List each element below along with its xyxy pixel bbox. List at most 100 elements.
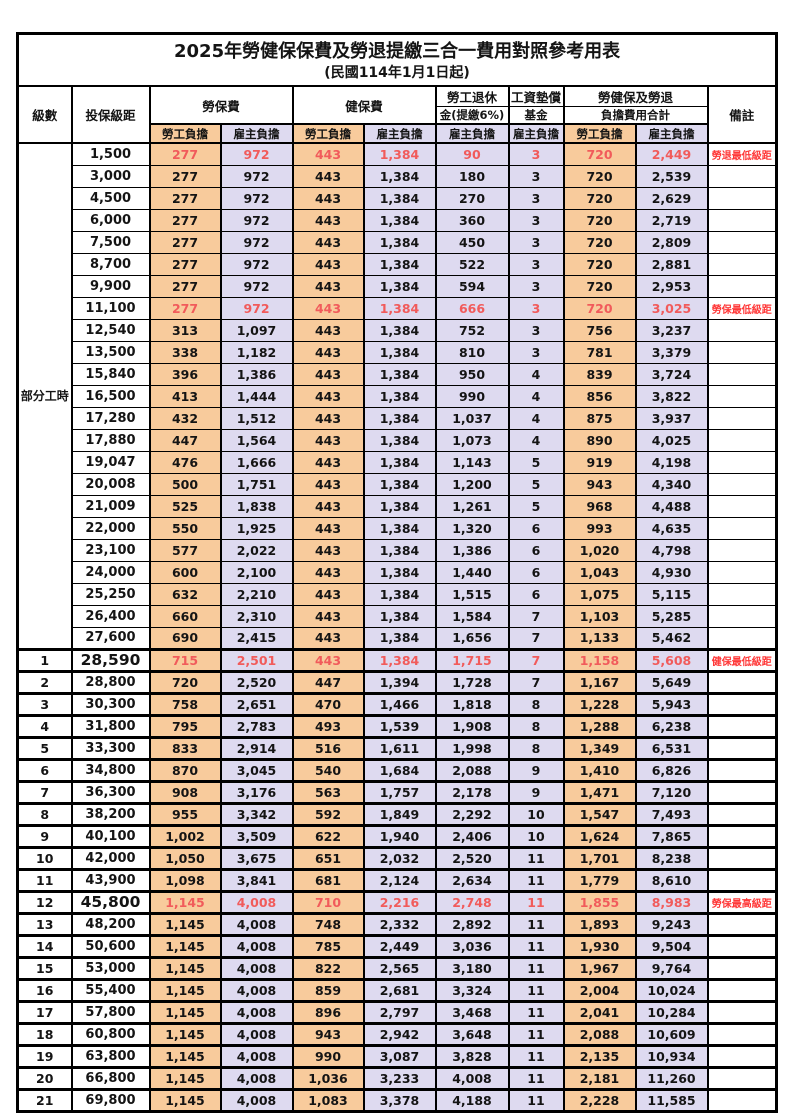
remark-cell	[706, 977, 778, 1003]
table-row: 7,500 277 972 443 1,384 450 3 720 2,809	[18, 230, 778, 254]
hi-employee-cell: 443	[291, 274, 365, 298]
remark-cell	[706, 582, 778, 606]
wage-fund-cell: 7	[507, 647, 565, 673]
pension-cell: 90	[434, 142, 510, 166]
li-employee-cell: 577	[148, 538, 222, 562]
remark-cell	[706, 823, 778, 849]
li-employee-cell: 660	[148, 604, 222, 628]
pension-cell: 1,037	[434, 406, 510, 430]
total-employee-cell: 720	[562, 296, 637, 320]
li-employee-cell: 277	[148, 274, 222, 298]
total-employer-cell: 4,488	[634, 494, 709, 518]
table-row: 8,700 277 972 443 1,384 522 3 720 2,881	[18, 252, 778, 276]
wage-fund-cell: 4	[507, 406, 565, 430]
hi-employer-cell: 1,466	[362, 691, 437, 717]
total-employer-cell: 3,379	[634, 340, 709, 364]
total-employer-cell: 5,462	[634, 626, 709, 650]
hi-employee-cell: 785	[291, 933, 365, 959]
remark-cell	[706, 1087, 778, 1113]
grade-cell: 21	[16, 1087, 73, 1113]
pension-cell: 3,828	[434, 1043, 510, 1069]
li-employer-cell: 3,176	[219, 779, 294, 805]
li-employee-cell: 1,145	[148, 1065, 222, 1091]
wage-fund-cell: 7	[507, 626, 565, 650]
li-employer-cell: 972	[219, 252, 294, 276]
pension-cell: 2,634	[434, 867, 510, 893]
grade-cell: 6	[16, 757, 73, 783]
bracket-cell: 3,000	[70, 164, 151, 188]
header-li-employer: 雇主負擔	[219, 123, 294, 144]
grade-cell: 2	[16, 669, 73, 695]
grade-cell: 15	[16, 955, 73, 981]
li-employee-cell: 1,145	[148, 1021, 222, 1047]
pension-cell: 752	[434, 318, 510, 342]
hi-employee-cell: 563	[291, 779, 365, 805]
bracket-cell: 21,009	[70, 494, 151, 518]
total-employee-cell: 1,930	[562, 933, 637, 959]
hi-employer-cell: 1,384	[362, 626, 437, 650]
li-employee-cell: 396	[148, 362, 222, 386]
table-row: 7 36,300 908 3,176 563 1,757 2,178 9 1,471 7,120	[16, 779, 778, 805]
pension-cell: 1,656	[434, 626, 510, 650]
pension-cell: 360	[434, 208, 510, 232]
hi-employee-cell: 443	[291, 208, 365, 232]
pension-cell: 2,178	[434, 779, 510, 805]
remark-cell	[706, 274, 778, 298]
total-employee-cell: 1,020	[562, 538, 637, 562]
hi-employee-cell: 443	[291, 318, 365, 342]
total-employee-cell: 1,410	[562, 757, 637, 783]
hi-employee-cell: 592	[291, 801, 365, 827]
total-employer-cell: 8,983	[634, 889, 709, 915]
li-employer-cell: 972	[219, 274, 294, 298]
remark-cell	[706, 801, 778, 827]
bracket-cell: 60,800	[70, 1021, 151, 1047]
total-employee-cell: 1,158	[562, 647, 637, 673]
bracket-cell: 6,000	[70, 208, 151, 232]
hi-employee-cell: 710	[291, 889, 365, 915]
hi-employer-cell: 1,384	[362, 142, 437, 166]
total-employer-cell: 9,504	[634, 933, 709, 959]
li-employer-cell: 2,520	[219, 669, 294, 695]
hi-employer-cell: 2,942	[362, 1021, 437, 1047]
bracket-cell: 48,200	[70, 911, 151, 937]
wage-fund-cell: 5	[507, 494, 565, 518]
remark-cell	[706, 713, 778, 739]
grade-cell: 14	[16, 933, 73, 959]
wage-fund-cell: 11	[507, 845, 565, 871]
table-row: 17,280 432 1,512 443 1,384 1,037 4 875 3,937	[18, 406, 778, 430]
table-row: 11 43,900 1,098 3,841 681 2,124 2,634 11 1,779 8,…	[16, 867, 778, 893]
hi-employer-cell: 1,384	[362, 406, 437, 430]
bracket-cell: 63,800	[70, 1043, 151, 1069]
total-employee-cell: 890	[562, 428, 637, 452]
remark-cell: 勞保最低級距	[706, 296, 778, 320]
bracket-cell: 19,047	[70, 450, 151, 474]
li-employer-cell: 1,512	[219, 406, 294, 430]
wage-fund-cell: 11	[507, 977, 565, 1003]
li-employer-cell: 2,914	[219, 735, 294, 761]
total-employee-cell: 1,624	[562, 823, 637, 849]
remark-cell: 勞退最低級距	[706, 142, 778, 166]
bracket-cell: 28,800	[70, 669, 151, 695]
hi-employee-cell: 943	[291, 1021, 365, 1047]
li-employee-cell: 632	[148, 582, 222, 606]
hi-employer-cell: 2,216	[362, 889, 437, 915]
li-employer-cell: 1,444	[219, 384, 294, 408]
pension-cell: 1,998	[434, 735, 510, 761]
total-employer-cell: 4,798	[634, 538, 709, 562]
pension-cell: 2,520	[434, 845, 510, 871]
table-row: 21 69,800 1,145 4,008 1,083 3,378 4,188 11 2,228…	[16, 1087, 778, 1113]
table-row: 6 34,800 870 3,045 540 1,684 2,088 9 1,410 6,826	[16, 757, 778, 783]
bracket-cell: 36,300	[70, 779, 151, 805]
hi-employer-cell: 3,087	[362, 1043, 437, 1069]
table-row: 17 57,800 1,145 4,008 896 2,797 3,468 11 2,041 10…	[16, 999, 778, 1025]
total-employer-cell: 10,934	[634, 1043, 709, 1069]
pension-cell: 2,892	[434, 911, 510, 937]
hi-employer-cell: 1,384	[362, 450, 437, 474]
total-employee-cell: 2,004	[562, 977, 637, 1003]
remark-cell	[706, 955, 778, 981]
pension-cell: 666	[434, 296, 510, 320]
hi-employer-cell: 1,940	[362, 823, 437, 849]
hi-employee-cell: 443	[291, 472, 365, 496]
bracket-cell: 27,600	[70, 626, 151, 650]
table-row: 2 28,800 720 2,520 447 1,394 1,728 7 1,167 5,649	[16, 669, 778, 695]
